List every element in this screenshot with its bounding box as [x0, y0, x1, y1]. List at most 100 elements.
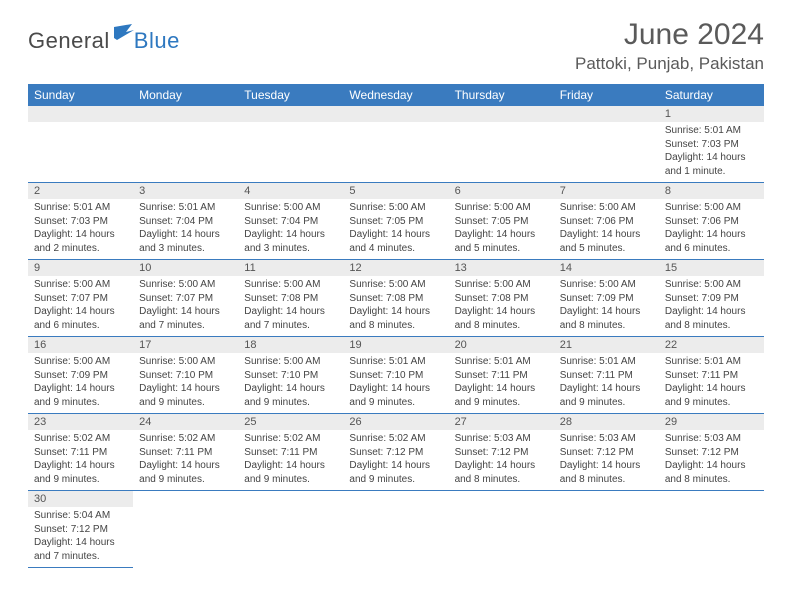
sunset-line: Sunset: 7:03 PM	[665, 138, 758, 152]
calendar-table: Sunday Monday Tuesday Wednesday Thursday…	[28, 84, 764, 568]
sunset-line: Sunset: 7:08 PM	[244, 292, 337, 306]
sunset-line: Sunset: 7:06 PM	[665, 215, 758, 229]
sunset-line: Sunset: 7:12 PM	[665, 446, 758, 460]
daylight-line: Daylight: 14 hours and 3 minutes.	[139, 228, 232, 255]
day-number: 27	[449, 414, 554, 430]
day-details: Sunrise: 5:01 AMSunset: 7:11 PMDaylight:…	[554, 353, 659, 413]
daylight-line: Daylight: 14 hours and 9 minutes.	[349, 459, 442, 486]
sunrise-line: Sunrise: 5:01 AM	[665, 355, 758, 369]
day-details: Sunrise: 5:02 AMSunset: 7:11 PMDaylight:…	[28, 430, 133, 490]
day-details: Sunrise: 5:03 AMSunset: 7:12 PMDaylight:…	[449, 430, 554, 490]
calendar-cell: 18Sunrise: 5:00 AMSunset: 7:10 PMDayligh…	[238, 337, 343, 414]
calendar-cell: 19Sunrise: 5:01 AMSunset: 7:10 PMDayligh…	[343, 337, 448, 414]
calendar-cell: 23Sunrise: 5:02 AMSunset: 7:11 PMDayligh…	[28, 414, 133, 491]
daylight-line: Daylight: 14 hours and 9 minutes.	[560, 382, 653, 409]
sunset-line: Sunset: 7:11 PM	[455, 369, 548, 383]
sunset-line: Sunset: 7:07 PM	[34, 292, 127, 306]
calendar-cell: 9Sunrise: 5:00 AMSunset: 7:07 PMDaylight…	[28, 260, 133, 337]
calendar-cell	[133, 106, 238, 183]
day-details: Sunrise: 5:00 AMSunset: 7:05 PMDaylight:…	[449, 199, 554, 259]
day-details: Sunrise: 5:04 AMSunset: 7:12 PMDaylight:…	[28, 507, 133, 567]
sunset-line: Sunset: 7:11 PM	[560, 369, 653, 383]
calendar-cell: 20Sunrise: 5:01 AMSunset: 7:11 PMDayligh…	[449, 337, 554, 414]
sunset-line: Sunset: 7:10 PM	[244, 369, 337, 383]
sunrise-line: Sunrise: 5:00 AM	[244, 355, 337, 369]
day-number: 22	[659, 337, 764, 353]
sunrise-line: Sunrise: 5:00 AM	[139, 278, 232, 292]
day-details: Sunrise: 5:00 AMSunset: 7:05 PMDaylight:…	[343, 199, 448, 259]
daylight-line: Daylight: 14 hours and 4 minutes.	[349, 228, 442, 255]
sunrise-line: Sunrise: 5:02 AM	[34, 432, 127, 446]
empty-day-head	[28, 106, 133, 122]
day-header: Thursday	[449, 84, 554, 106]
sunrise-line: Sunrise: 5:01 AM	[349, 355, 442, 369]
day-number: 28	[554, 414, 659, 430]
day-number: 13	[449, 260, 554, 276]
daylight-line: Daylight: 14 hours and 9 minutes.	[34, 382, 127, 409]
sunset-line: Sunset: 7:11 PM	[665, 369, 758, 383]
calendar-week-row: 30Sunrise: 5:04 AMSunset: 7:12 PMDayligh…	[28, 491, 764, 568]
calendar-cell	[554, 106, 659, 183]
sunrise-line: Sunrise: 5:00 AM	[34, 278, 127, 292]
day-details: Sunrise: 5:02 AMSunset: 7:11 PMDaylight:…	[238, 430, 343, 490]
calendar-cell: 13Sunrise: 5:00 AMSunset: 7:08 PMDayligh…	[449, 260, 554, 337]
sunrise-line: Sunrise: 5:03 AM	[665, 432, 758, 446]
sunset-line: Sunset: 7:12 PM	[34, 523, 127, 537]
calendar-cell	[28, 106, 133, 183]
calendar-cell: 15Sunrise: 5:00 AMSunset: 7:09 PMDayligh…	[659, 260, 764, 337]
day-number: 12	[343, 260, 448, 276]
day-number: 18	[238, 337, 343, 353]
sunset-line: Sunset: 7:08 PM	[455, 292, 548, 306]
brand-part2: Blue	[118, 28, 180, 54]
day-header-row: Sunday Monday Tuesday Wednesday Thursday…	[28, 84, 764, 106]
daylight-line: Daylight: 14 hours and 9 minutes.	[665, 382, 758, 409]
day-details: Sunrise: 5:00 AMSunset: 7:06 PMDaylight:…	[554, 199, 659, 259]
day-details: Sunrise: 5:00 AMSunset: 7:08 PMDaylight:…	[238, 276, 343, 336]
day-number: 7	[554, 183, 659, 199]
sunset-line: Sunset: 7:09 PM	[665, 292, 758, 306]
calendar-page: General Blue June 2024 Pattoki, Punjab, …	[0, 0, 792, 586]
calendar-cell: 14Sunrise: 5:00 AMSunset: 7:09 PMDayligh…	[554, 260, 659, 337]
sunrise-line: Sunrise: 5:00 AM	[455, 278, 548, 292]
day-number: 21	[554, 337, 659, 353]
calendar-cell	[343, 491, 448, 568]
daylight-line: Daylight: 14 hours and 9 minutes.	[34, 459, 127, 486]
sunset-line: Sunset: 7:09 PM	[560, 292, 653, 306]
empty-day-head	[133, 106, 238, 122]
calendar-cell	[343, 106, 448, 183]
day-details: Sunrise: 5:01 AMSunset: 7:04 PMDaylight:…	[133, 199, 238, 259]
day-number: 11	[238, 260, 343, 276]
calendar-cell: 4Sunrise: 5:00 AMSunset: 7:04 PMDaylight…	[238, 183, 343, 260]
empty-day-head	[554, 106, 659, 122]
calendar-cell: 28Sunrise: 5:03 AMSunset: 7:12 PMDayligh…	[554, 414, 659, 491]
day-number: 2	[28, 183, 133, 199]
sunset-line: Sunset: 7:11 PM	[34, 446, 127, 460]
sunrise-line: Sunrise: 5:03 AM	[455, 432, 548, 446]
sunset-line: Sunset: 7:08 PM	[349, 292, 442, 306]
calendar-week-row: 23Sunrise: 5:02 AMSunset: 7:11 PMDayligh…	[28, 414, 764, 491]
calendar-cell: 12Sunrise: 5:00 AMSunset: 7:08 PMDayligh…	[343, 260, 448, 337]
daylight-line: Daylight: 14 hours and 7 minutes.	[34, 536, 127, 563]
calendar-cell: 1Sunrise: 5:01 AMSunset: 7:03 PMDaylight…	[659, 106, 764, 183]
sunrise-line: Sunrise: 5:02 AM	[139, 432, 232, 446]
calendar-cell: 22 Sunrise: 5:01 AMSunset: 7:11 PMDayligh…	[659, 337, 764, 414]
day-details: Sunrise: 5:03 AMSunset: 7:12 PMDaylight:…	[554, 430, 659, 490]
calendar-cell	[133, 491, 238, 568]
calendar-cell: 8Sunrise: 5:00 AMSunset: 7:06 PMDaylight…	[659, 183, 764, 260]
empty-day-head	[238, 106, 343, 122]
calendar-cell: 27Sunrise: 5:03 AMSunset: 7:12 PMDayligh…	[449, 414, 554, 491]
day-number: 6	[449, 183, 554, 199]
daylight-line: Daylight: 14 hours and 5 minutes.	[560, 228, 653, 255]
day-details: Sunrise: 5:00 AMSunset: 7:09 PMDaylight:…	[554, 276, 659, 336]
sunset-line: Sunset: 7:10 PM	[349, 369, 442, 383]
sunset-line: Sunset: 7:12 PM	[560, 446, 653, 460]
location-subtitle: Pattoki, Punjab, Pakistan	[575, 54, 764, 74]
day-number: 4	[238, 183, 343, 199]
sunrise-line: Sunrise: 5:00 AM	[139, 355, 232, 369]
day-number: 23	[28, 414, 133, 430]
day-details: Sunrise: 5:02 AMSunset: 7:12 PMDaylight:…	[343, 430, 448, 490]
calendar-body: 1Sunrise: 5:01 AMSunset: 7:03 PMDaylight…	[28, 106, 764, 568]
day-details: Sunrise: 5:02 AMSunset: 7:11 PMDaylight:…	[133, 430, 238, 490]
sunrise-line: Sunrise: 5:00 AM	[244, 278, 337, 292]
calendar-cell: 3Sunrise: 5:01 AMSunset: 7:04 PMDaylight…	[133, 183, 238, 260]
